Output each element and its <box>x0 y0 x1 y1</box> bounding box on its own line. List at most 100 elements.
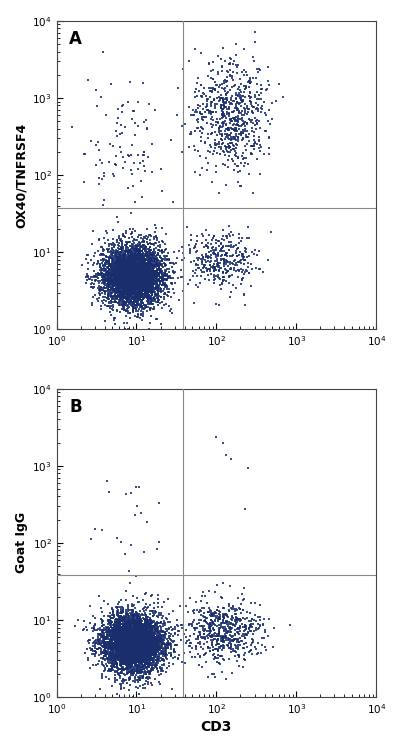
Point <box>152 226 159 238</box>
Point <box>144 273 151 285</box>
Point <box>168 637 174 649</box>
Point <box>122 299 128 311</box>
Point <box>159 655 165 667</box>
Point <box>215 646 221 658</box>
Point <box>148 270 154 282</box>
Point <box>155 247 162 259</box>
Point <box>239 267 245 279</box>
Point <box>117 629 124 641</box>
Point <box>168 307 175 319</box>
Point <box>126 267 132 279</box>
Point <box>116 643 122 655</box>
Point <box>221 97 227 109</box>
Point <box>136 273 142 285</box>
Point <box>241 251 247 263</box>
Point <box>137 616 144 628</box>
Point <box>81 148 87 160</box>
Point <box>113 649 120 661</box>
Point <box>114 641 120 653</box>
Point <box>198 640 204 652</box>
Point <box>110 279 116 291</box>
Point <box>126 673 132 685</box>
Point <box>109 628 115 640</box>
Point <box>122 624 128 636</box>
Point <box>126 632 132 644</box>
Point <box>109 626 116 638</box>
Point <box>124 628 130 640</box>
Point <box>107 636 114 648</box>
Point <box>146 661 152 673</box>
Point <box>195 258 201 270</box>
Point <box>141 643 148 655</box>
Point <box>142 282 148 294</box>
Point <box>232 112 239 124</box>
Point <box>155 640 161 652</box>
Point <box>130 650 137 662</box>
Point <box>114 634 121 646</box>
Point <box>241 102 247 114</box>
Point <box>126 632 133 644</box>
Point <box>131 297 137 309</box>
Point <box>137 631 144 643</box>
Point <box>124 640 130 652</box>
Point <box>128 622 134 634</box>
Point <box>106 272 112 284</box>
Point <box>124 293 130 305</box>
Point <box>127 627 133 639</box>
Point <box>124 268 130 280</box>
Point <box>220 642 226 654</box>
Point <box>121 259 128 271</box>
Point <box>148 273 155 285</box>
Point <box>113 634 119 646</box>
Point <box>125 276 131 288</box>
Point <box>109 655 115 667</box>
Point <box>126 646 132 658</box>
Point <box>137 654 143 666</box>
Point <box>139 634 146 646</box>
Point <box>139 273 145 285</box>
Point <box>146 638 152 650</box>
Point <box>122 625 128 637</box>
Point <box>135 267 141 279</box>
Point <box>109 622 116 634</box>
Point <box>121 630 128 642</box>
Point <box>135 267 142 279</box>
Point <box>131 646 137 658</box>
Point <box>105 262 111 274</box>
Point <box>151 255 158 267</box>
Point <box>138 282 144 294</box>
Point <box>105 653 112 665</box>
Point <box>144 264 151 276</box>
Point <box>230 643 236 655</box>
Point <box>115 638 122 650</box>
Point <box>220 103 226 115</box>
Point <box>240 642 246 654</box>
Point <box>142 638 148 650</box>
Point <box>130 262 136 274</box>
Point <box>125 628 131 640</box>
Point <box>125 624 131 636</box>
Point <box>105 276 111 288</box>
Point <box>119 253 126 265</box>
Point <box>144 282 150 294</box>
Point <box>120 645 126 657</box>
Point <box>146 655 152 667</box>
Point <box>125 246 132 258</box>
Point <box>221 102 227 114</box>
Point <box>130 640 137 652</box>
Point <box>126 639 132 651</box>
Point <box>140 264 147 276</box>
Point <box>130 282 137 294</box>
Point <box>101 629 107 641</box>
Point <box>114 280 120 292</box>
Point <box>139 631 145 643</box>
Point <box>106 287 112 299</box>
Point <box>135 231 141 243</box>
Point <box>137 616 144 628</box>
Point <box>105 256 111 268</box>
Point <box>142 277 148 289</box>
Point <box>125 631 131 643</box>
Point <box>113 255 119 267</box>
Point <box>215 657 222 669</box>
Point <box>137 259 143 271</box>
